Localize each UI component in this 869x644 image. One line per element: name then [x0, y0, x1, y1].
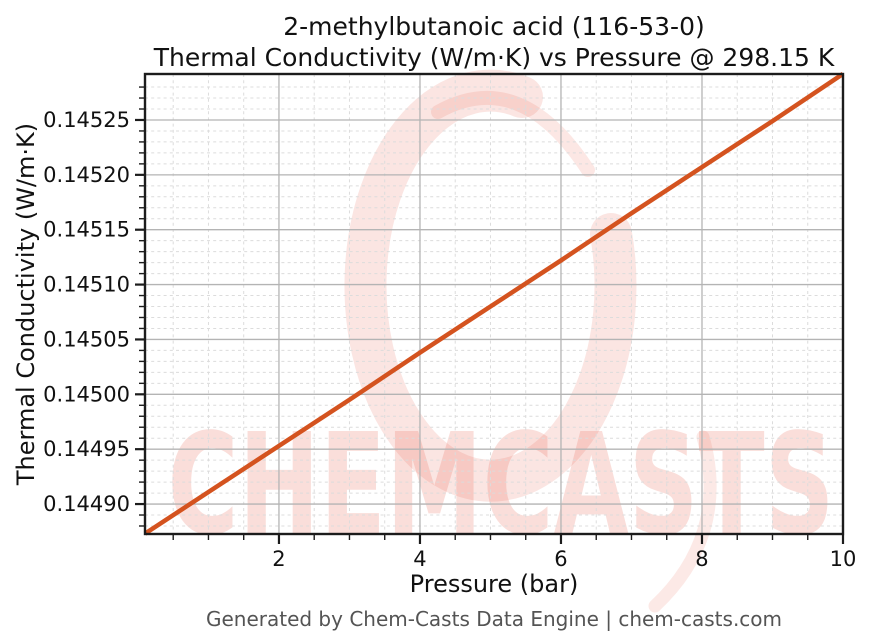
- axis-spines: [143, 72, 845, 536]
- y-tick-label: 0.14495: [43, 437, 130, 461]
- y-tick-label: 0.14500: [43, 382, 130, 406]
- x-tick-label: 10: [830, 547, 857, 571]
- x-tick-label: 2: [272, 547, 285, 571]
- y-tick-label: 0.14510: [43, 273, 130, 297]
- x-tick-label: 8: [695, 547, 708, 571]
- watermark-flick: [648, 430, 717, 613]
- chart-title-line2: Thermal Conductivity (W/m·K) vs Pressure…: [153, 43, 835, 72]
- y-tick-label: 0.14515: [43, 218, 130, 242]
- y-tick-label: 0.14505: [43, 327, 130, 351]
- x-tick-label: 4: [413, 547, 426, 571]
- axis-ticks: [135, 86, 845, 544]
- watermark-inner-swirl: [431, 91, 595, 177]
- watermark-text: CHEMCASTS: [168, 404, 835, 567]
- grid-minor: [145, 74, 843, 534]
- y-tick-label: 0.14520: [43, 163, 130, 187]
- watermark-ring: [344, 69, 637, 502]
- y-tick-label: 0.14490: [43, 492, 130, 516]
- footer-credit: Generated by Chem-Casts Data Engine | ch…: [205, 607, 783, 631]
- data-line-thermal-conductivity: [143, 72, 845, 536]
- y-axis-label: Thermal Conductivity (W/m·K): [12, 122, 40, 486]
- chart-title-line1: 2-methylbutanoic acid (116-53-0): [283, 12, 705, 41]
- x-tick-label: 6: [554, 547, 567, 571]
- x-axis-label: Pressure (bar): [409, 570, 579, 598]
- y-tick-label: 0.14525: [43, 108, 130, 132]
- watermark: CHEMCASTS: [168, 69, 835, 613]
- tick-labels: 2 4 6 8 10 0.14490 0.14495 0.14500 0.14505 0.1451…: [43, 108, 856, 571]
- chart-title: 2-methylbutanoic acid (116-53-0) Thermal…: [145, 11, 843, 73]
